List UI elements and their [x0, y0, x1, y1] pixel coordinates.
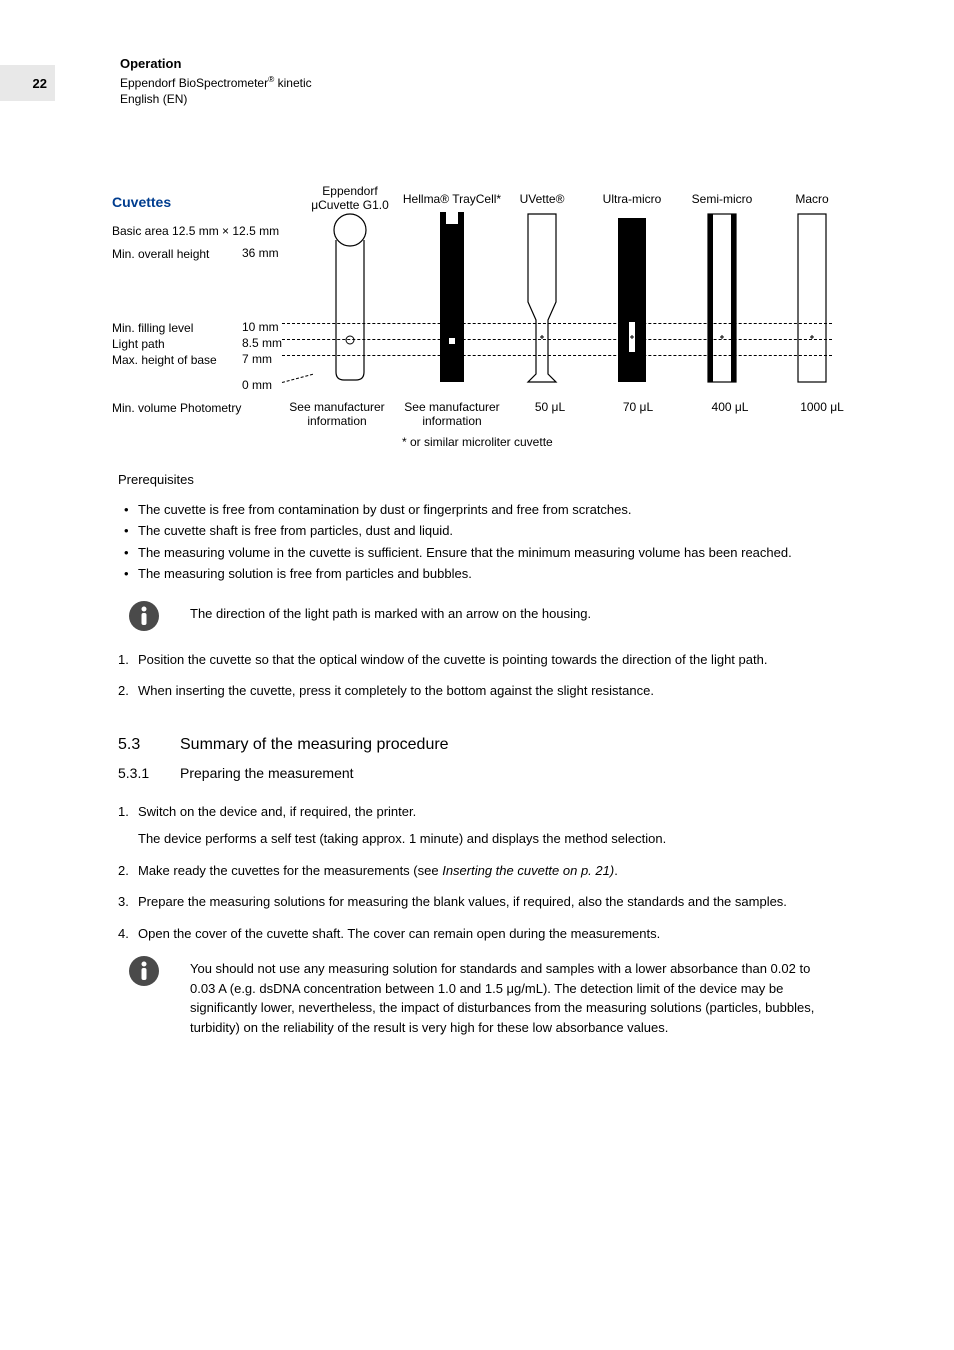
section-num: 5.3: [118, 733, 180, 757]
steps-list-1: 1. Position the cuvette so that the optic…: [118, 650, 838, 701]
col0-l2: μCuvette G1.0: [311, 198, 389, 212]
col-header-5: Macro: [762, 192, 862, 206]
min-fill-val: 10 mm: [242, 320, 279, 334]
light-path-val: 8.5 mm: [242, 336, 282, 350]
diagram-footnote: * or similar microliter cuvette: [402, 435, 553, 449]
step-text: When inserting the cuvette, press it com…: [138, 683, 654, 698]
section-title: Summary of the measuring procedure: [180, 736, 449, 753]
ultramicro-icon: [612, 212, 652, 387]
subsection-num: 5.3.1: [118, 763, 180, 784]
step-num: 2.: [118, 681, 129, 701]
info-text-1: The direction of the light path is marke…: [190, 600, 838, 624]
cuvette-traycell: [432, 212, 472, 387]
cuvette-ultramicro: [612, 212, 652, 387]
vol-0: See manufacturer information: [277, 400, 397, 428]
col-header-4: Semi-micro: [672, 192, 772, 206]
step-text: Switch on the device and, if required, t…: [138, 804, 416, 819]
step-subtext: The device performs a self test (taking …: [138, 829, 838, 849]
prereq-item: The cuvette is free from contamination b…: [138, 500, 838, 520]
step-item: 2.When inserting the cuvette, press it c…: [138, 681, 838, 701]
vol-5: 1000 μL: [762, 400, 882, 414]
step-text-i: Inserting the cuvette on p. 21): [442, 863, 614, 878]
step-item: 4. Open the cover of the cuvette shaft. …: [138, 924, 838, 944]
step-num: 1.: [118, 802, 129, 822]
cuvette-ucuvette: [330, 212, 370, 387]
language: English (EN): [120, 92, 312, 106]
step-text-a: Make ready the cuvettes for the measurem…: [138, 863, 442, 878]
steps-list-2: 1. Switch on the device and, if required…: [118, 802, 838, 944]
traycell-icon: [432, 212, 472, 387]
section-5-3: 5.3Summary of the measuring procedure: [118, 733, 838, 757]
ucuvette-icon: [330, 212, 370, 387]
product-text: Eppendorf BioSpectrometer® kinetic: [120, 76, 312, 90]
col-header-2: UVette®: [492, 192, 592, 206]
col-header-1: Hellma® TrayCell*: [402, 192, 502, 206]
dash-zero: [282, 374, 313, 383]
vol1-l1: See manufacturer: [404, 400, 499, 414]
step-num: 2.: [118, 861, 129, 881]
section-5-3-1: 5.3.1Preparing the measurement: [118, 763, 838, 784]
min-height-val: 36 mm: [242, 246, 279, 260]
vol1-l2: information: [422, 414, 481, 428]
col0-l1: Eppendorf: [322, 184, 377, 198]
min-vol-label: Min. volume Photometry: [112, 400, 241, 416]
prereq-item: The measuring volume in the cuvette is s…: [138, 543, 838, 563]
min-fill-label: Min. filling level: [112, 320, 193, 336]
page-number: 22: [0, 65, 55, 101]
semimicro-icon: [702, 212, 742, 387]
prereq-item: The cuvette shaft is free from particles…: [138, 521, 838, 541]
macro-icon: [792, 212, 832, 387]
product-name: Eppendorf BioSpectrometer® kinetic: [120, 74, 312, 90]
basic-area-label: Basic area 12.5 mm × 12.5 mm: [112, 224, 279, 238]
cuvette-macro: [792, 212, 832, 387]
info-icon: [128, 600, 160, 632]
subsection-title: Preparing the measurement: [180, 765, 354, 781]
min-height-label: Min. overall height: [112, 246, 209, 262]
prereq-title: Prerequisites: [118, 470, 838, 490]
cuvette-uvette: [522, 212, 562, 387]
diagram-title: Cuvettes: [112, 194, 171, 210]
page-header: Operation Eppendorf BioSpectrometer® kin…: [120, 56, 312, 106]
step-text: Position the cuvette so that the optical…: [138, 652, 767, 667]
chapter-title: Operation: [120, 56, 312, 71]
info-text-2: You should not use any measuring solutio…: [190, 955, 838, 1037]
step-num: 1.: [118, 650, 129, 670]
col-header-0: Eppendorf μCuvette G1.0: [300, 184, 400, 212]
step-text: Prepare the measuring solutions for meas…: [138, 894, 787, 909]
vol0-l1: See manufacturer: [289, 400, 384, 414]
max-base-label: Max. height of base: [112, 352, 217, 368]
step-text-b: .: [614, 863, 618, 878]
step-text: Open the cover of the cuvette shaft. The…: [138, 926, 660, 941]
info-note-2: You should not use any measuring solutio…: [118, 955, 838, 1037]
info-note-1: The direction of the light path is marke…: [118, 600, 838, 632]
max-base-val: 7 mm: [242, 352, 272, 366]
prereq-item: The measuring solution is free from part…: [138, 564, 838, 584]
vol0-l2: information: [307, 414, 366, 428]
main-content: Prerequisites The cuvette is free from c…: [118, 464, 838, 1055]
step-item: 3. Prepare the measuring solutions for m…: [138, 892, 838, 912]
cuvette-semimicro: [702, 212, 742, 387]
col-header-3: Ultra-micro: [582, 192, 682, 206]
prereq-list: The cuvette is free from contamination b…: [118, 500, 838, 584]
info-icon: [128, 955, 160, 987]
step-num: 3.: [118, 892, 129, 912]
cuvettes-diagram: Cuvettes Basic area 12.5 mm × 12.5 mm Mi…: [112, 190, 852, 440]
zero-val: 0 mm: [242, 378, 272, 392]
step-item: 2. Make ready the cuvettes for the measu…: [138, 861, 838, 881]
uvette-icon: [522, 212, 562, 387]
step-item: 1.Position the cuvette so that the optic…: [138, 650, 838, 670]
light-path-label: Light path: [112, 336, 165, 352]
step-item: 1. Switch on the device and, if required…: [138, 802, 838, 849]
step-num: 4.: [118, 924, 129, 944]
